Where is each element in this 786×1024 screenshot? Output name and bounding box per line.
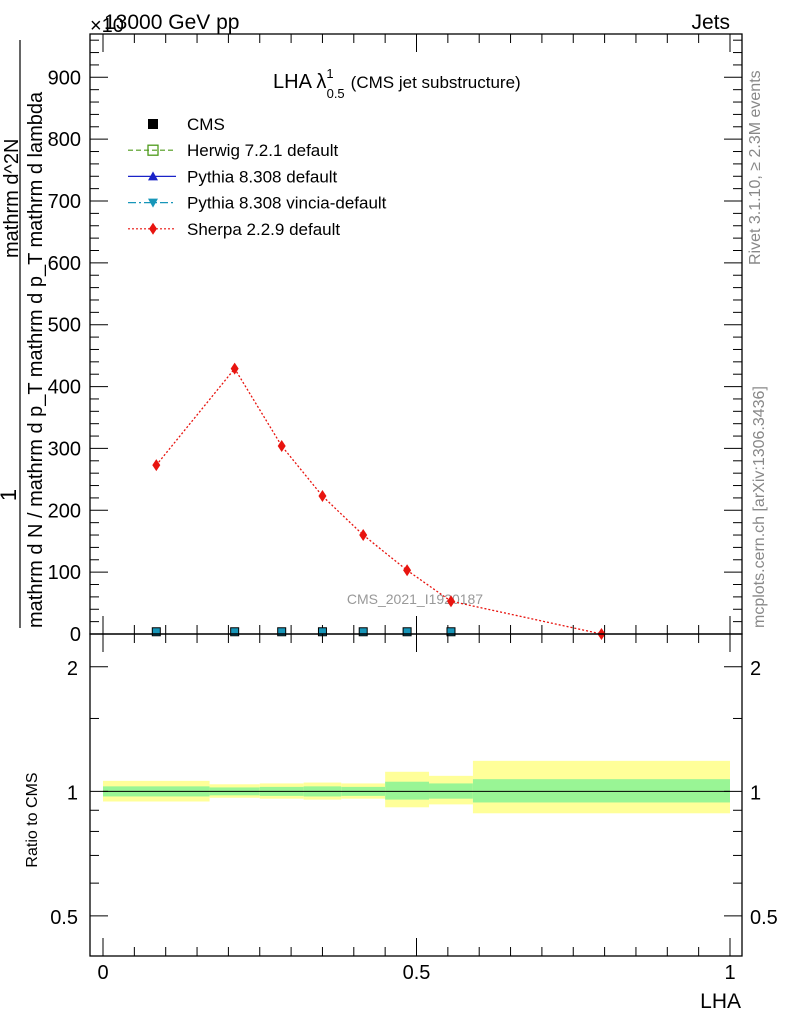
sherpa-point <box>446 595 455 608</box>
ratio-ylabel: Ratio to CMS <box>24 772 41 867</box>
legend-marker <box>148 198 158 208</box>
legend-label: Pythia 8.308 vincia-default <box>187 194 387 213</box>
legend-title: LHA λ1 0.5(CMS jet substructure) <box>273 66 521 101</box>
vincia-point <box>278 628 286 636</box>
vincia-point <box>403 628 411 636</box>
sherpa-point <box>152 459 161 472</box>
vincia-point <box>447 628 455 636</box>
sherpa-point <box>277 439 286 452</box>
sherpa-point <box>403 564 412 577</box>
main-ytick-label: 200 <box>48 500 81 522</box>
legend-marker <box>147 144 159 156</box>
main-ytick-label: 100 <box>48 562 81 584</box>
ratio-ytick-label: 0.5 <box>50 907 78 929</box>
vincia-point <box>231 628 239 636</box>
legend: LHA λ1 0.5(CMS jet substructure) CMS Herwi… <box>128 66 521 239</box>
ratio-panel: 0.5 0.5 1 1 2 2 0 0.5 1 <box>50 633 778 984</box>
legend-marker <box>148 171 158 181</box>
watermark: CMS_2021_I1920187 <box>347 591 483 607</box>
energy-label: 13000 GeV pp <box>104 11 239 34</box>
main-ytick-label: 0 <box>70 624 81 646</box>
ratio-xtick-label: 1 <box>724 962 735 984</box>
xlabel: LHA <box>700 990 741 1013</box>
legend-label: Pythia 8.308 default <box>187 167 338 186</box>
legend-entry: Pythia 8.308 vincia-default <box>128 194 387 213</box>
ratio-ytick-label-right: 2 <box>750 658 761 680</box>
main-ytick-label: 500 <box>48 315 81 337</box>
sherpa-point <box>230 362 239 375</box>
ylabel-main: mathrm d N / mathrm d p_T mathrm d p_T m… <box>25 91 47 628</box>
sherpa-point <box>359 529 368 542</box>
legend-label: CMS <box>187 115 225 134</box>
main-ytick-label: 600 <box>48 253 81 275</box>
ratio-inner-band <box>385 781 430 800</box>
legend-label: Herwig 7.2.1 default <box>187 141 338 160</box>
ratio-inner-band <box>472 779 730 803</box>
main-ylabel: 1 mathrm d N / mathrm d p_T mathrm d p_T… <box>0 40 47 628</box>
legend-marker <box>149 222 157 235</box>
ratio-frame <box>89 633 743 957</box>
main-ytick-label: 700 <box>48 191 81 213</box>
ylabel-sub: mathrm d^2N <box>1 139 23 258</box>
ratio-ytick-label-right: 1 <box>750 782 761 804</box>
legend-entry: Herwig 7.2.1 default <box>128 141 338 160</box>
sherpa-line <box>155 367 602 635</box>
ratio-xtick-label: 0 <box>97 962 108 984</box>
sherpa-point <box>318 490 327 503</box>
legend-entry: Pythia 8.308 default <box>128 167 338 186</box>
ratio-ytick-label-right: 0.5 <box>750 907 778 929</box>
main-ytick-label: 900 <box>48 67 81 89</box>
vincia-point <box>152 628 160 636</box>
vincia-point <box>359 628 367 636</box>
main-ytick-label: 300 <box>48 438 81 460</box>
rivet-label: Rivet 3.1.10, ≥ 2.3M events <box>747 70 764 265</box>
ylabel-top: 1 <box>0 489 21 501</box>
legend-label: Sherpa 2.2.9 default <box>187 220 340 239</box>
legend-entry: CMS <box>148 115 225 134</box>
main-ytick-label: 400 <box>48 377 81 399</box>
ratio-xtick-label: 0.5 <box>403 962 431 984</box>
ratio-ytick-label: 2 <box>67 658 78 680</box>
legend-marker <box>148 119 158 129</box>
main-panel: 0 100 200 300 400 500 600 700 800 900 CMS_2021_I1… <box>48 33 743 646</box>
legend-entry: Sherpa 2.2.9 default <box>128 220 340 239</box>
vincia-point <box>318 628 326 636</box>
process-label: Jets <box>691 11 730 34</box>
exponent-label: ×10 <box>90 15 124 37</box>
ratio-ytick-label: 1 <box>67 782 78 804</box>
main-ytick-label: 800 <box>48 129 81 151</box>
source-label: mcplots.cern.ch [arXiv:1306.3436] <box>751 386 768 628</box>
